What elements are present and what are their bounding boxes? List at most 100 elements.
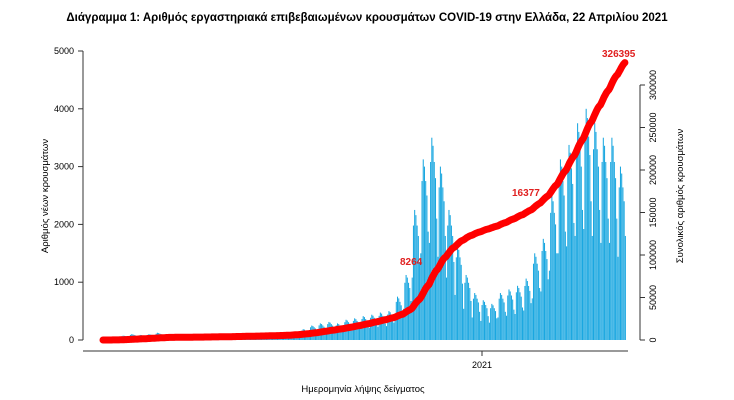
- bar: [482, 300, 484, 340]
- bar: [523, 310, 525, 340]
- bar: [458, 249, 460, 340]
- bar: [503, 302, 505, 340]
- bar: [416, 225, 418, 340]
- bar: [376, 324, 378, 340]
- bar: [433, 161, 435, 340]
- bar: [493, 308, 495, 340]
- bar: [359, 327, 361, 340]
- bar: [497, 317, 499, 340]
- bar: [621, 173, 623, 340]
- bar: [544, 242, 546, 340]
- bar: [357, 322, 359, 340]
- bar: [517, 285, 519, 340]
- bar: [339, 325, 341, 340]
- y2-tick-label: 250000: [648, 112, 658, 142]
- bar: [487, 316, 489, 340]
- bar: [464, 282, 466, 340]
- bar: [472, 298, 474, 340]
- bar: [556, 253, 558, 340]
- bar: [617, 256, 619, 340]
- bar: [453, 261, 455, 340]
- bar: [452, 235, 454, 340]
- bar: [422, 159, 424, 341]
- bar: [455, 257, 457, 340]
- bar: [506, 315, 508, 340]
- bar: [423, 166, 425, 340]
- bar: [594, 123, 596, 340]
- bar: [529, 290, 531, 340]
- y-axis-label: Αριθμός νέων κρουσμάτων: [40, 139, 51, 253]
- y2-tick-label: 50000: [648, 285, 658, 310]
- bar: [488, 322, 490, 340]
- bar: [281, 338, 283, 340]
- bar: [518, 287, 520, 340]
- bar: [596, 149, 598, 340]
- cumulative-line: [99, 59, 629, 344]
- bar: [570, 168, 572, 340]
- bar: [528, 285, 530, 340]
- bar: [448, 209, 450, 340]
- bar: [508, 289, 510, 340]
- bar: [504, 311, 506, 340]
- bar: [370, 317, 372, 340]
- bar: [356, 320, 358, 340]
- bar: [524, 285, 526, 340]
- y2-axis: 0 50000 100000 150000 200000 250000 300000: [639, 70, 658, 343]
- bar: [558, 181, 560, 340]
- bar: [559, 159, 561, 341]
- bar: [385, 326, 388, 340]
- bar: [389, 312, 391, 340]
- bar: [392, 316, 394, 340]
- bar: [624, 235, 626, 340]
- bar: [599, 209, 601, 340]
- bar: [616, 218, 618, 340]
- annotation-1: 8264: [400, 257, 423, 268]
- bar: [351, 329, 353, 340]
- bar: [333, 329, 335, 340]
- bar: [368, 327, 370, 340]
- bar: [459, 257, 461, 340]
- x-tick-label: 2021: [472, 360, 492, 370]
- bar: [349, 323, 351, 340]
- y2-tick-label: 300000: [648, 70, 658, 100]
- bar: [425, 181, 427, 340]
- bar: [583, 229, 585, 340]
- bar: [479, 311, 481, 340]
- bar: [446, 277, 448, 340]
- bar: [577, 123, 579, 340]
- bar: [450, 225, 452, 340]
- bar: [372, 315, 374, 340]
- bar: [593, 149, 595, 340]
- y-tick-label: 3000: [54, 162, 74, 172]
- chart-title: Διάγραμμα 1: Αριθμός εργαστηριακά επιβεβ…: [66, 12, 668, 24]
- bar: [585, 108, 587, 340]
- bar: [444, 235, 446, 340]
- bar: [436, 218, 438, 340]
- bar: [350, 327, 352, 340]
- bar: [430, 161, 432, 340]
- y2-tick-label: 200000: [648, 155, 658, 185]
- bar: [414, 209, 416, 340]
- bar: [485, 305, 487, 340]
- bar: [361, 319, 363, 340]
- y-tick-label: 5000: [54, 46, 74, 56]
- bar: [612, 145, 614, 340]
- bar: [532, 263, 535, 340]
- bar: [588, 136, 590, 340]
- bar: [602, 137, 604, 340]
- bar: [553, 212, 555, 340]
- bar: [437, 256, 439, 340]
- bar: [463, 308, 465, 340]
- bar: [365, 319, 367, 340]
- bar: [496, 318, 498, 340]
- bar: [403, 308, 405, 340]
- bar: [274, 338, 276, 340]
- bar: [431, 137, 433, 340]
- bar: [526, 281, 528, 340]
- bar: [460, 264, 462, 340]
- bar: [481, 305, 483, 340]
- bar: [584, 136, 586, 340]
- bar: [363, 317, 365, 340]
- y2-tick-label: 150000: [648, 197, 658, 227]
- bar: [618, 187, 620, 340]
